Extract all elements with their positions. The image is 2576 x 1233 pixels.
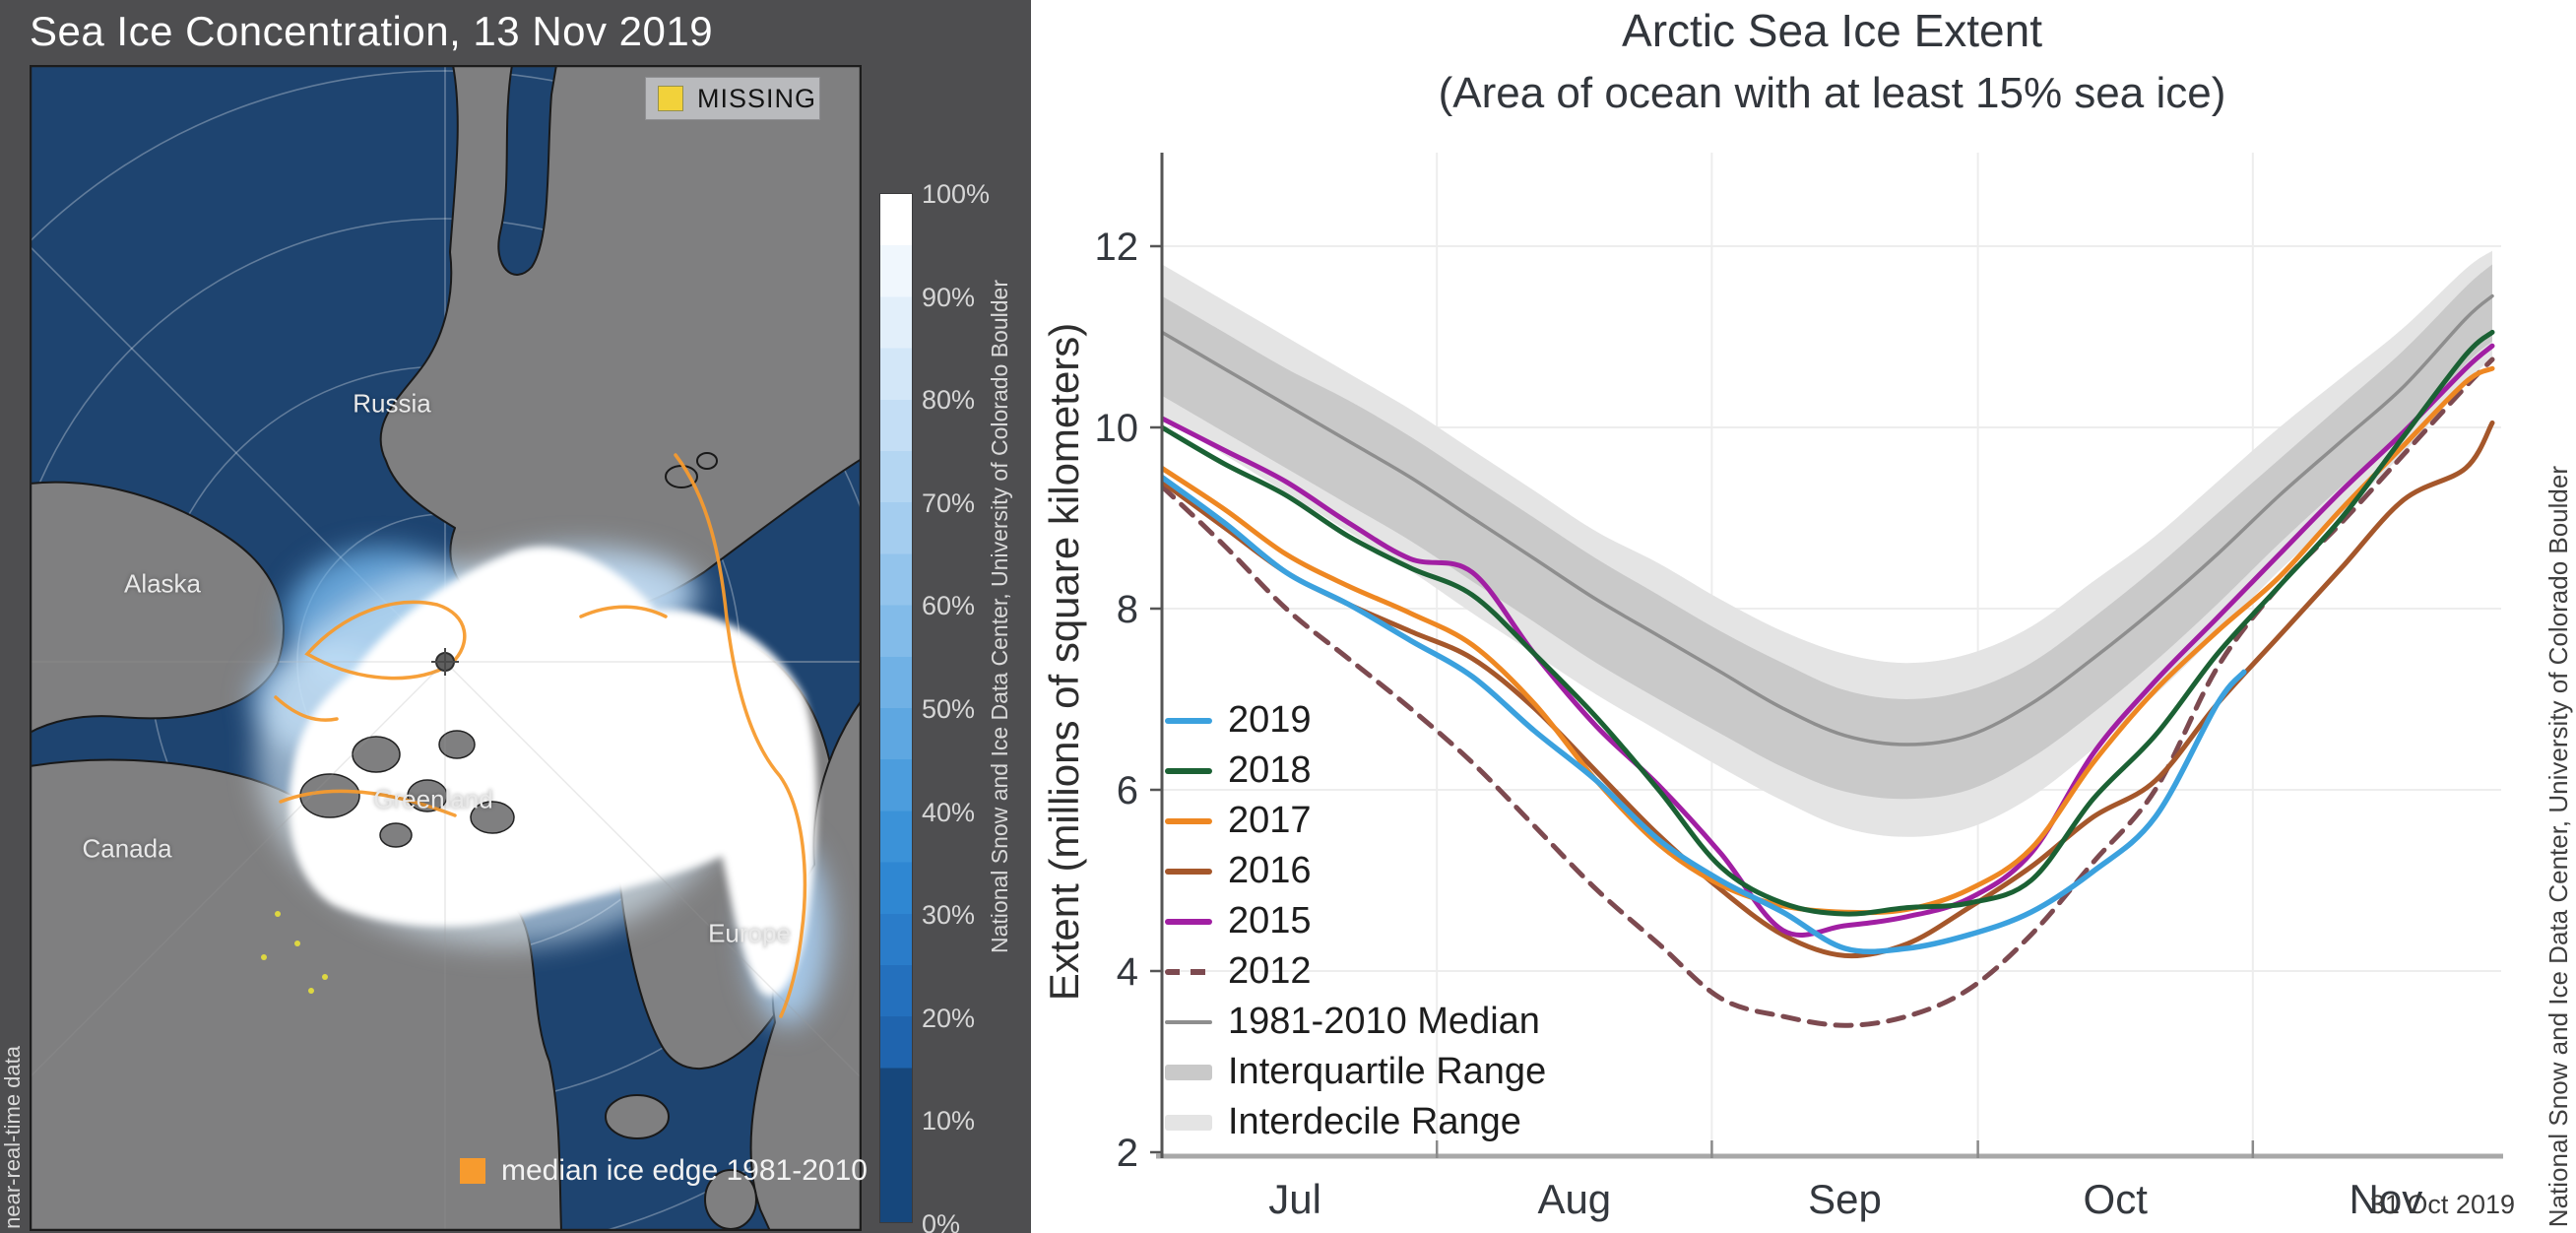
missing-label: MISSING <box>697 83 817 113</box>
series-2018 <box>1162 329 2495 917</box>
concentration-colorbar <box>879 193 913 1223</box>
plot-area <box>1162 250 2495 1028</box>
legend-swatch-icon <box>1165 1064 1212 1080</box>
legend-item-2012: 2012 <box>1165 946 1546 997</box>
legend-swatch-icon <box>1165 968 1212 975</box>
legend-label: 1981-2010 Median <box>1228 1001 1540 1042</box>
legend-swatch-icon <box>1165 1114 1212 1131</box>
chart-title: Arctic Sea Ice Extent <box>1622 5 2042 56</box>
colorbar-tick: 10% <box>922 1106 976 1136</box>
colorbar-tick: 90% <box>922 282 976 312</box>
colorbar-tick: 0% <box>922 1209 961 1233</box>
colorbar-tick: 60% <box>922 591 976 621</box>
x-tick-label: Sep <box>1808 1176 1882 1222</box>
chart-legend: 2019 2018 2017 2016 2015 2012 1981-2010 Median… <box>1165 695 1546 1147</box>
polar-map: MISSING Russia Alaska Canada Greenland E… <box>30 65 868 1231</box>
north-pole-marker <box>431 648 459 676</box>
legend-swatch-icon <box>1165 868 1212 875</box>
x-tick-label: Oct <box>2084 1176 2149 1222</box>
legend-item-2017: 2017 <box>1165 796 1546 846</box>
legend-swatch-icon <box>1165 1019 1212 1024</box>
legend-item-interquartile-range: Interquartile Range <box>1165 1047 1546 1097</box>
colorbar-tick: 50% <box>922 694 976 724</box>
legend-item-2016: 2016 <box>1165 846 1546 896</box>
series-2015 <box>1162 343 2495 938</box>
map-title: Sea Ice Concentration, 13 Nov 2019 <box>30 8 714 54</box>
graticule-over-ice <box>30 661 862 1231</box>
y-tick-label: 2 <box>1117 1132 1138 1175</box>
colorbar-tick: 30% <box>922 900 976 931</box>
map-label-canada: Canada <box>82 833 172 864</box>
missing-swatch-icon <box>658 86 683 111</box>
legend-swatch-icon <box>1165 717 1212 724</box>
map-label-greenland: Greenland <box>373 784 493 814</box>
chart-credit: National Snow and Ice Data Center, Unive… <box>2544 465 2573 1227</box>
y-tick-label: 12 <box>1095 226 1139 269</box>
series-2019 <box>1162 474 2247 955</box>
x-tick-label: Jul <box>1268 1176 1321 1222</box>
legend-label: 2018 <box>1228 749 1312 791</box>
y-tick-label: 4 <box>1117 950 1138 994</box>
y-tick-label: 10 <box>1095 407 1139 450</box>
legend-label: 2016 <box>1228 850 1312 891</box>
missing-pixels <box>261 911 328 994</box>
y-tick-label: 8 <box>1117 588 1138 631</box>
band-interquartile-range <box>1162 264 2492 800</box>
sea-ice-map-panel: Sea Ice Concentration, 13 Nov 2019 <box>0 0 1031 1233</box>
polar-map-graphic <box>30 65 862 1231</box>
series-2016 <box>1162 420 2495 959</box>
legend-swatch-icon <box>1165 918 1212 925</box>
median-ice-edge-legend: median ice edge 1981-2010 <box>460 1154 868 1188</box>
extent-plot: 2 4 6 8 10 12 Jul Aug Sep Oct Nov <box>1095 153 2503 1222</box>
sea-ice-extent-chart-panel: Arctic Sea Ice Extent (Area of ocean wit… <box>1031 0 2576 1233</box>
x-tick-label: Nov <box>2350 1176 2423 1222</box>
map-label-russia: Russia <box>353 388 431 419</box>
band-interdecile-range <box>1162 250 2492 837</box>
colorbar-tick: 70% <box>922 487 976 518</box>
series-1981-2010-median <box>1162 293 2494 746</box>
map-label-europe: Europe <box>708 918 791 948</box>
legend-label: Interdecile Range <box>1228 1101 1521 1142</box>
date-stamp: 31 Oct 2019 <box>2369 1190 2515 1219</box>
chart-subtitle: (Area of ocean with at least 15% sea ice… <box>1438 69 2226 117</box>
y-tick-label: 6 <box>1117 769 1138 812</box>
map-label-alaska: Alaska <box>123 568 202 599</box>
legend-item-2018: 2018 <box>1165 746 1546 796</box>
colorbar-tick: 100% <box>922 179 991 209</box>
median-ice-edge-lines <box>274 453 807 1018</box>
colorbar-tick: 40% <box>922 797 976 827</box>
legend-item-2015: 2015 <box>1165 896 1546 946</box>
x-tick-label: Aug <box>1537 1176 1611 1222</box>
legend-item-interdecile-range: Interdecile Range <box>1165 1097 1546 1147</box>
colorbar-tick: 80% <box>922 385 976 416</box>
legend-label: 2019 <box>1228 699 1312 741</box>
legend-label: 2015 <box>1228 900 1312 941</box>
legend-swatch-icon <box>1165 767 1212 774</box>
map-credit: National Snow and Ice Data Center, Unive… <box>987 280 1012 953</box>
land-iceland <box>605 1094 670 1139</box>
near-real-time-note: near-real-time data <box>0 1046 25 1229</box>
legend-swatch-icon <box>1165 817 1212 824</box>
median-ice-edge-swatch-icon <box>460 1158 485 1184</box>
legend-label: 2012 <box>1228 950 1312 992</box>
legend-item-1981-2010-median: 1981-2010 Median <box>1165 997 1546 1047</box>
colorbar-tick: 20% <box>922 1003 976 1033</box>
legend-label: Interquartile Range <box>1228 1051 1547 1092</box>
missing-legend: MISSING <box>645 77 820 120</box>
ice-pack <box>289 547 817 997</box>
median-ice-edge-label: median ice edge 1981-2010 <box>501 1154 868 1187</box>
legend-label: 2017 <box>1228 800 1312 841</box>
map-border <box>30 65 862 1231</box>
legend-item-2019: 2019 <box>1165 695 1546 746</box>
